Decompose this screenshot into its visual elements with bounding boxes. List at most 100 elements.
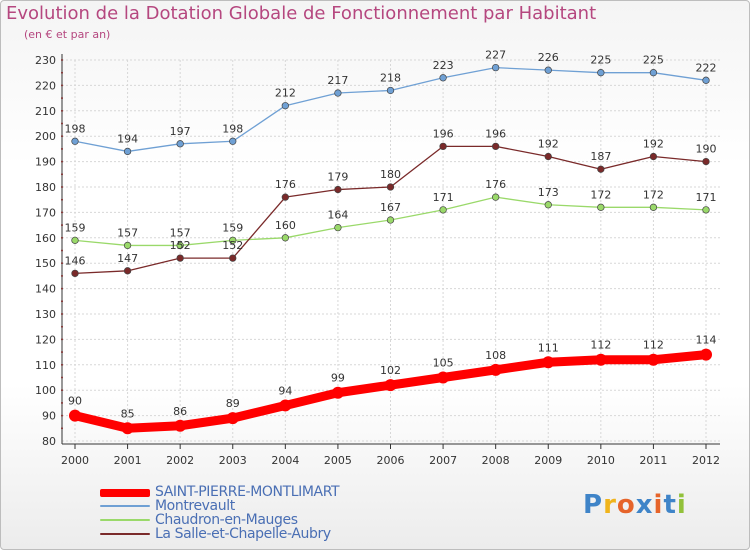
y-tick-label: 210: [35, 105, 56, 118]
x-tick-label: 2010: [587, 454, 615, 467]
series-point-3: [71, 269, 79, 278]
data-label-3: 176: [275, 178, 296, 191]
data-label-0: 111: [538, 341, 559, 354]
data-label-2: 173: [538, 186, 559, 199]
x-tick-label: 2007: [429, 454, 457, 467]
x-tick-label: 2000: [61, 454, 89, 467]
data-label-1: 227: [485, 49, 506, 62]
series-point-0: [121, 422, 134, 435]
legend-swatch-la-salle: [100, 533, 150, 535]
legend-label: Montrevault: [155, 498, 235, 514]
logo-letter: P: [583, 490, 604, 520]
series-point-0: [69, 409, 81, 422]
series-point-1: [492, 63, 500, 72]
data-label-3: 196: [485, 127, 506, 140]
data-label-0: 108: [485, 349, 506, 362]
data-label-1: 217: [327, 74, 348, 87]
series-point-2: [702, 206, 710, 214]
data-label-0: 112: [590, 339, 611, 352]
data-label-3: 180: [380, 168, 401, 181]
data-label-0: 94: [278, 384, 292, 397]
x-tick-label: 2008: [482, 454, 510, 467]
series-point-2: [649, 203, 658, 211]
x-tick-label: 2009: [534, 454, 562, 467]
data-label-0: 99: [331, 372, 345, 385]
series-point-3: [334, 185, 342, 194]
data-label-2: 157: [170, 226, 191, 239]
data-label-2: 171: [696, 191, 717, 204]
data-label-3: 152: [170, 239, 191, 252]
data-label-0: 89: [226, 397, 240, 410]
series-point-1: [334, 89, 342, 97]
data-label-2: 160: [275, 219, 296, 232]
data-label-3: 179: [327, 171, 348, 184]
data-label-2: 171: [433, 191, 454, 204]
data-label-2: 167: [380, 201, 401, 214]
logo-letter: r: [603, 490, 617, 520]
data-label-0: 105: [433, 357, 454, 370]
data-label-1: 225: [643, 54, 664, 67]
series-point-1: [702, 76, 710, 84]
logo-letter: i: [653, 490, 664, 520]
series-point-1: [281, 102, 289, 110]
series-point-3: [439, 142, 447, 151]
data-label-1: 223: [433, 59, 454, 72]
y-tick-label: 80: [42, 435, 56, 448]
legend-label: Chaudron-en-Mauges: [155, 512, 298, 528]
data-label-2: 159: [222, 221, 243, 234]
data-label-2: 172: [643, 188, 664, 201]
proxiti-logo: Proxiti: [583, 490, 687, 520]
data-label-0: 85: [121, 407, 135, 420]
series-point-1: [544, 66, 552, 74]
chart-title: Evolution de la Dotation Globale de Fonc…: [6, 3, 597, 24]
logo-letter: i: [676, 490, 687, 520]
data-label-1: 198: [65, 122, 86, 135]
logo-letter: o: [616, 490, 636, 520]
series-point-1: [176, 140, 184, 148]
series-point-0: [331, 386, 344, 399]
data-label-1: 218: [380, 71, 401, 84]
data-label-1: 197: [170, 125, 191, 138]
y-tick-label: 230: [35, 54, 56, 67]
series-point-3: [386, 183, 395, 191]
y-tick-label: 180: [35, 181, 56, 194]
data-label-1: 194: [117, 132, 138, 145]
y-tick-label: 150: [35, 257, 56, 270]
series-point-3: [492, 142, 500, 151]
series-point-3: [544, 152, 552, 161]
data-label-3: 192: [643, 138, 664, 151]
x-tick-label: 2004: [271, 454, 299, 467]
legend-label: La Salle-et-Chapelle-Aubry: [155, 526, 331, 542]
logo-letter: x: [635, 490, 654, 520]
series-point-1: [597, 69, 605, 77]
data-label-2: 157: [117, 226, 138, 239]
series-point-0: [489, 363, 502, 376]
legend-swatch-chaudron: [100, 519, 150, 521]
series-point-2: [123, 241, 132, 250]
series-point-2: [281, 234, 289, 242]
series-point-3: [176, 254, 184, 262]
series-point-1: [71, 137, 79, 145]
x-tick-label: 2002: [166, 454, 194, 467]
data-label-1: 198: [222, 122, 243, 135]
series-point-3: [123, 267, 132, 275]
series-point-3: [597, 165, 605, 173]
data-label-3: 146: [65, 254, 86, 267]
legend-swatch-saint-pierre: [100, 489, 150, 497]
series-point-0: [384, 379, 397, 392]
x-tick-label: 2001: [114, 454, 142, 467]
legend-label: SAINT-PIERRE-MONTLIMART: [155, 484, 340, 500]
chart-subtitle: (en € et par an): [24, 28, 111, 41]
data-label-2: 164: [327, 209, 348, 222]
data-label-2: 159: [65, 221, 86, 234]
series-point-2: [176, 241, 184, 250]
y-tick-label: 120: [35, 333, 56, 346]
series-point-2: [334, 223, 342, 232]
data-label-0: 86: [173, 405, 187, 418]
series-point-3: [281, 193, 289, 201]
y-tick-label: 170: [35, 206, 56, 219]
series-point-1: [386, 86, 395, 95]
series-point-3: [229, 254, 237, 262]
logo-letter: t: [663, 490, 677, 520]
data-label-0: 112: [643, 339, 664, 352]
